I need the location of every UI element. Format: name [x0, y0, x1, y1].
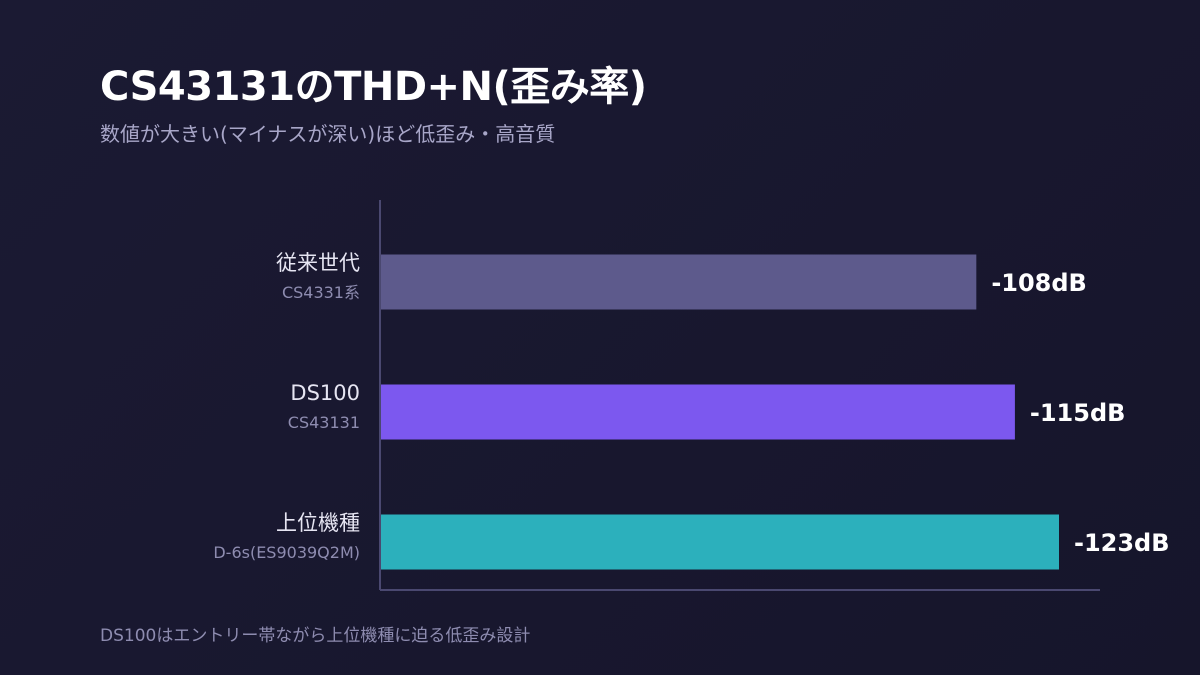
footnote: DS100はエントリー帯ながら上位機種に迫る低歪み設計 — [100, 626, 531, 646]
value-label-3: -123dB — [1074, 529, 1170, 557]
category-label-1: 従来世代 — [276, 251, 360, 275]
chart-subtitle: 数値が大きい(マイナスが深い)ほど低歪み・高音質 — [100, 122, 556, 146]
category-sublabel-2: CS43131 — [288, 413, 360, 432]
bar-1 — [381, 254, 977, 310]
bar-3 — [381, 514, 1059, 570]
category-sublabel-3: D-6s(ES9039Q2M) — [213, 543, 360, 562]
category-sublabel-1: CS4331系 — [282, 283, 360, 302]
value-label-1: -108dB — [991, 269, 1087, 297]
category-label-2: DS100 — [290, 381, 360, 405]
bar-2 — [381, 384, 1015, 440]
value-label-2: -115dB — [1030, 399, 1126, 427]
category-label-3: 上位機種 — [276, 511, 360, 535]
chart-title: CS43131のTHD+N(歪み率) — [100, 64, 647, 110]
